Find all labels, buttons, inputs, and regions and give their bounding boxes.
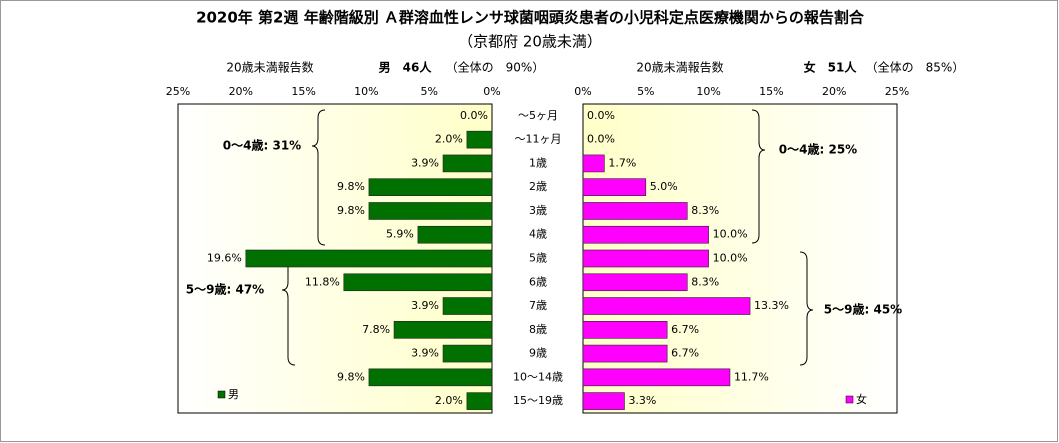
value-label: 6.7% [671, 347, 699, 360]
x-tick-label: 15% [291, 85, 315, 98]
x-tick-label: 20% [229, 85, 253, 98]
value-label: 5.0% [650, 180, 678, 193]
bar [582, 321, 668, 339]
x-tick-label: 20% [822, 85, 846, 98]
legend-swatch [217, 390, 226, 399]
bar [582, 249, 709, 268]
value-label: 3.9% [411, 299, 439, 312]
bar [466, 392, 493, 410]
bar [582, 273, 688, 292]
annotation: 0～4歳: 25% [779, 142, 857, 157]
brace [799, 251, 814, 366]
bar [466, 130, 493, 149]
category-label: ～5ヶ月 [518, 109, 558, 122]
bar [442, 297, 493, 315]
value-label: 9.8% [337, 180, 365, 193]
value-label: 8.3% [691, 275, 719, 288]
value-label: 0.0% [460, 109, 488, 122]
value-label: 6.7% [671, 323, 699, 336]
bar [368, 178, 493, 196]
annotation: 0～4歳: 31% [223, 138, 301, 153]
panel-header: 女 51人 [804, 60, 858, 75]
bar [582, 225, 709, 244]
share-label: （全体の 85%） [866, 60, 965, 75]
annotation: 5～9歳: 45% [824, 302, 902, 317]
brace [751, 109, 766, 244]
category-label: 7歳 [529, 299, 547, 312]
bar [582, 154, 605, 173]
bar [582, 178, 647, 196]
category-label: 6歳 [529, 275, 547, 288]
bar [442, 344, 493, 363]
count-label: 20歳未満報告数 [636, 60, 723, 75]
value-label: 2.0% [435, 394, 463, 407]
x-tick-label: 25% [885, 85, 909, 98]
bar [582, 392, 625, 410]
value-label: 3.3% [628, 394, 656, 407]
x-tick-label: 5% [637, 85, 654, 98]
bar [582, 297, 751, 315]
x-tick-label: 0% [574, 85, 591, 98]
category-label: ～11ヶ月 [515, 133, 562, 146]
share-label: （全体の 90%） [446, 60, 545, 75]
x-tick-label: 0% [483, 85, 500, 98]
category-label: 15～19歳 [513, 394, 563, 407]
value-label: 7.8% [362, 323, 390, 336]
value-label: 13.3% [754, 299, 789, 312]
legend-swatch [845, 395, 854, 404]
bar [582, 344, 668, 363]
category-label: 4歳 [529, 228, 547, 241]
category-label: 3歳 [529, 204, 547, 217]
value-label: 10.0% [713, 228, 748, 241]
value-label: 11.7% [734, 370, 769, 383]
value-label: 5.9% [386, 228, 414, 241]
value-label: 1.7% [608, 156, 636, 169]
value-label: 3.9% [411, 156, 439, 169]
legend-label: 男 [228, 388, 239, 401]
value-label: 0.0% [587, 109, 615, 122]
chart-title: 2020年 第2週 年齢階級別 Ａ群溶血性レンサ球菌咽頭炎患者の小児科定点医療機… [196, 9, 865, 27]
bar [442, 154, 493, 173]
x-tick-label: 5% [420, 85, 437, 98]
category-label: 1歳 [529, 156, 547, 169]
bar [417, 225, 493, 244]
x-tick-label: 15% [759, 85, 783, 98]
category-label: 10～14歳 [513, 370, 563, 383]
bar [368, 368, 493, 387]
value-label: 19.6% [207, 252, 242, 265]
category-label: 2歳 [529, 180, 547, 193]
x-tick-label: 25% [166, 85, 190, 98]
bar [582, 202, 688, 220]
brace [311, 109, 326, 246]
value-label: 0.0% [587, 133, 615, 146]
x-tick-label: 10% [696, 85, 720, 98]
legend-label: 女 [856, 392, 867, 406]
x-tick-label: 10% [354, 85, 378, 98]
category-label: 8歳 [529, 323, 547, 336]
value-label: 3.9% [411, 347, 439, 360]
value-label: 9.8% [337, 370, 365, 383]
bar [343, 273, 493, 292]
annotation: 5～9歳: 47% [186, 282, 264, 297]
panel-header: 男 46人 [379, 60, 433, 75]
bar [368, 202, 493, 220]
value-label: 10.0% [713, 252, 748, 265]
category-label: 5歳 [529, 252, 547, 265]
bar [245, 249, 493, 268]
value-label: 9.8% [337, 204, 365, 217]
value-label: 11.8% [305, 275, 340, 288]
value-label: 2.0% [435, 133, 463, 146]
count-label: 20歳未満報告数 [226, 60, 313, 75]
bar [582, 368, 731, 387]
category-label: 9歳 [529, 347, 547, 360]
value-label: 8.3% [691, 204, 719, 217]
bar [393, 321, 493, 339]
chart-subtitle: （京都府 20歳未満） [458, 33, 602, 51]
